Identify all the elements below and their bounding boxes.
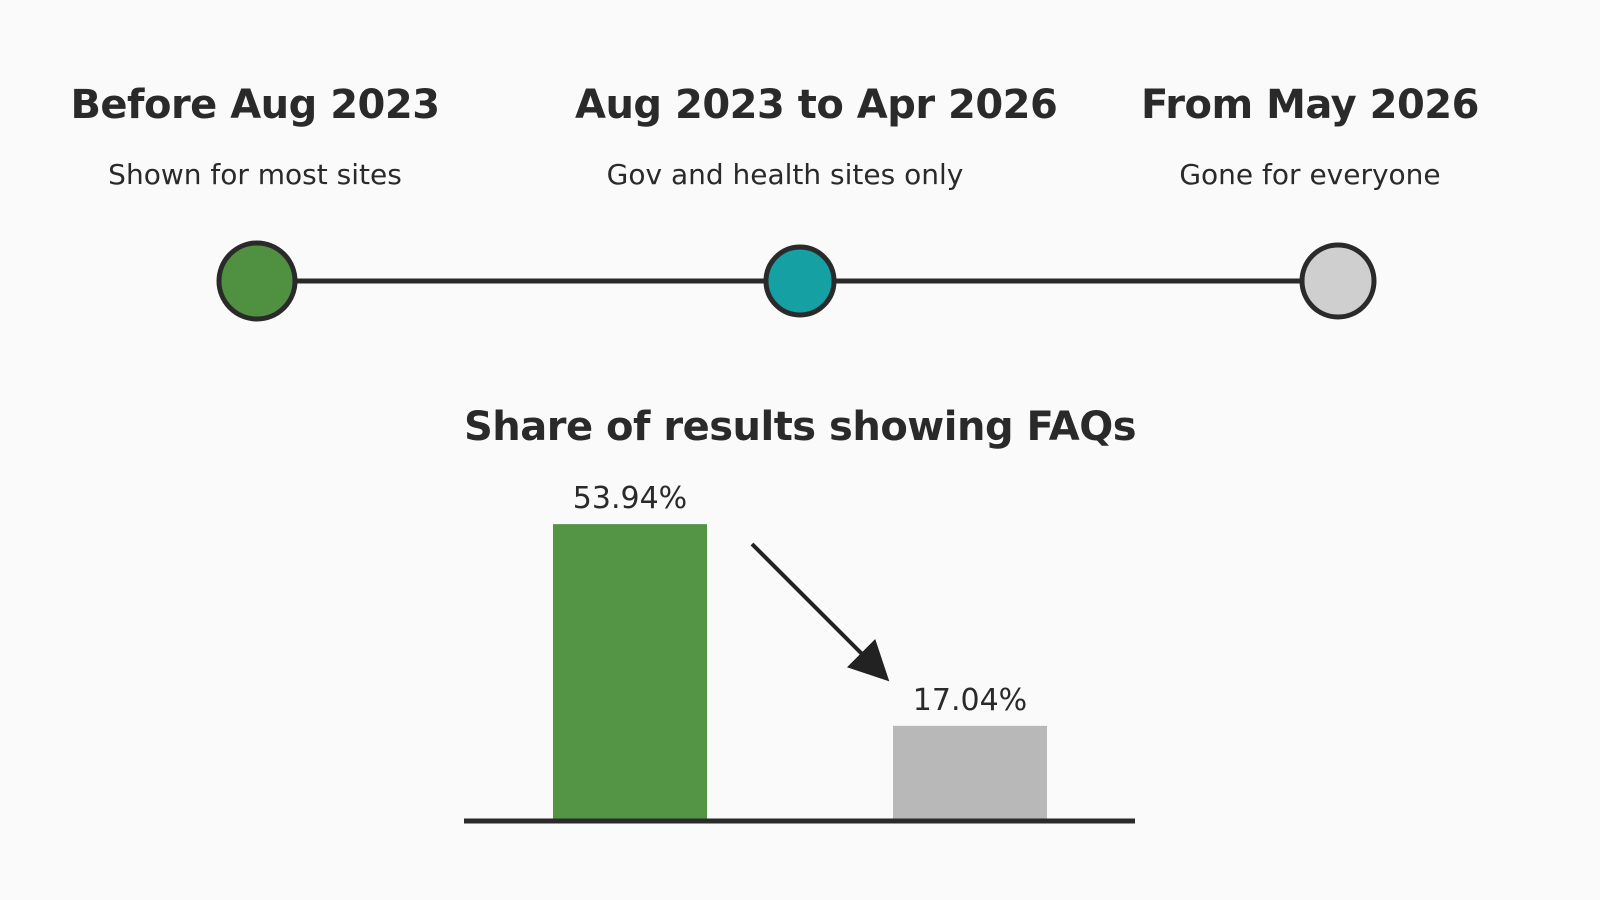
data-label-2: 17.04%: [913, 683, 1027, 718]
stage-description: Gone for everyone: [1179, 158, 1441, 191]
bars-group: 53.94% 17.04%: [553, 481, 1047, 819]
chart-title: Share of results showing FAQs: [463, 404, 1137, 450]
bar-2: [893, 725, 1047, 819]
stage-title: Before Aug 2023: [70, 82, 440, 128]
stage-title: From May 2026: [1141, 82, 1479, 128]
stage-description: Gov and health sites only: [606, 158, 964, 191]
decline-arrow: [750, 542, 890, 682]
data-label-1: 53.94%: [573, 481, 687, 516]
stage-description: Shown for most sites: [108, 158, 402, 191]
timeline-dot-green: [216, 240, 298, 322]
bar-1: [553, 524, 707, 819]
stage-title: Aug 2023 to Apr 2026: [575, 82, 1058, 128]
timeline-dot-teal: [763, 244, 837, 318]
timeline-dot-grey: [1299, 242, 1377, 320]
